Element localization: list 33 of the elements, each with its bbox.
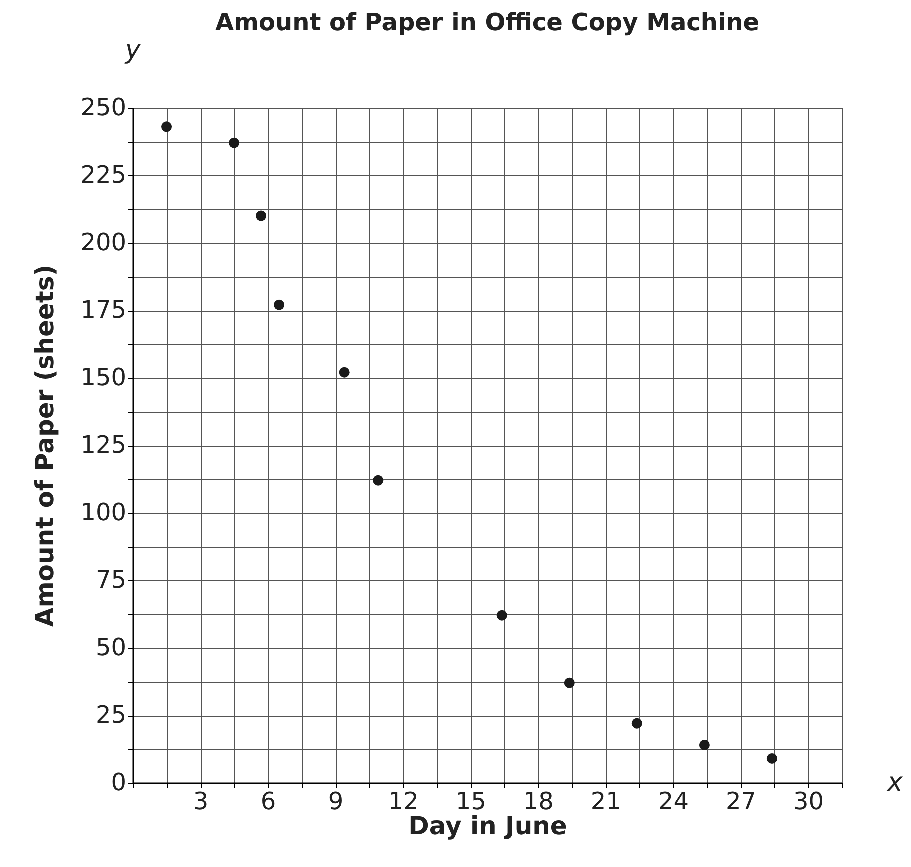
point [766,753,778,764]
y-tick-label: 200 [80,228,126,256]
text: y [124,36,142,66]
point [564,678,575,688]
text: x [886,768,904,798]
y-tick-label: 75 [96,566,126,594]
point [632,718,642,729]
x-tick-label: 24 [658,788,689,816]
x-tick-label: 27 [726,788,756,816]
y-axis-title: Amount of Paper (sheets) [30,264,60,628]
x-tick-label: 9 [328,788,344,816]
point [229,138,240,148]
chart-title: Amount of Paper in Office Copy Machine [215,8,760,37]
y-tick-label: 225 [80,161,126,189]
x-tick-label: 3 [193,788,209,816]
y-tick-label: 50 [96,634,126,662]
y-tick-label: 0 [111,768,126,796]
point [339,367,350,378]
point [274,300,285,310]
point [496,610,508,621]
y-tick-label: 150 [80,364,126,392]
point [162,122,172,132]
y-tick-label: 175 [80,296,126,324]
x-tick-label: 6 [260,788,276,816]
point [256,210,267,222]
y-tick-label: 125 [80,431,126,459]
point [373,475,384,486]
point [699,740,710,750]
y-tick-label: 250 [80,94,126,122]
x-tick-label: 30 [793,788,824,816]
y-tick-label: 25 [96,701,126,729]
y-tick-label: 100 [80,498,126,526]
x-tick-label: 21 [590,788,622,816]
